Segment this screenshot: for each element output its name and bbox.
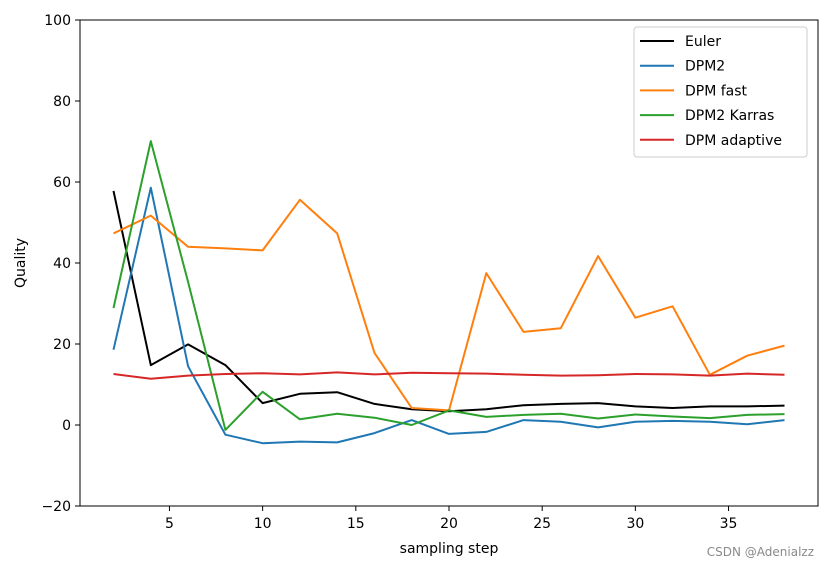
y-axis: −20 0 20 40 60 80 100 — [41, 13, 80, 515]
y-tick-label: 100 — [44, 13, 71, 29]
legend-label: Euler — [685, 34, 721, 50]
y-tick-label: 80 — [53, 94, 71, 110]
watermark: CSDN @Adenialzz — [706, 545, 814, 559]
legend-label: DPM2 Karras — [685, 108, 774, 124]
x-tick-label: 30 — [626, 516, 644, 532]
legend-label: DPM fast — [685, 83, 748, 99]
y-tick-label: −20 — [41, 499, 71, 515]
y-tick-label: 40 — [53, 256, 71, 272]
series-line-euler — [112, 190, 785, 413]
y-tick-label: 0 — [62, 418, 71, 434]
x-tick-label: 35 — [720, 516, 738, 532]
legend-label: DPM adaptive — [685, 133, 782, 149]
x-tick-label: 10 — [254, 516, 272, 532]
y-axis-label: Quality — [13, 238, 29, 288]
legend: Euler DPM2 DPM fast DPM2 Karras DPM adaptive — [633, 26, 808, 158]
series-line-dpm-fast — [113, 198, 785, 412]
x-tick-label: 20 — [440, 516, 458, 532]
legend-box — [633, 26, 808, 158]
series-line-dpm-adaptive — [113, 371, 785, 380]
plot-area — [112, 140, 785, 445]
x-tick-label: 5 — [165, 516, 174, 532]
x-tick-label: 25 — [533, 516, 551, 532]
x-tick-label: 15 — [347, 516, 365, 532]
x-axis: 5 10 15 20 25 30 35 — [165, 506, 737, 532]
y-tick-label: 20 — [53, 337, 71, 353]
y-tick-label: 60 — [53, 175, 71, 191]
series-line-dpm2 — [112, 186, 785, 445]
legend-label: DPM2 — [685, 59, 725, 75]
x-axis-label: sampling step — [400, 541, 499, 557]
series-line-dpm2-karras — [112, 140, 785, 431]
